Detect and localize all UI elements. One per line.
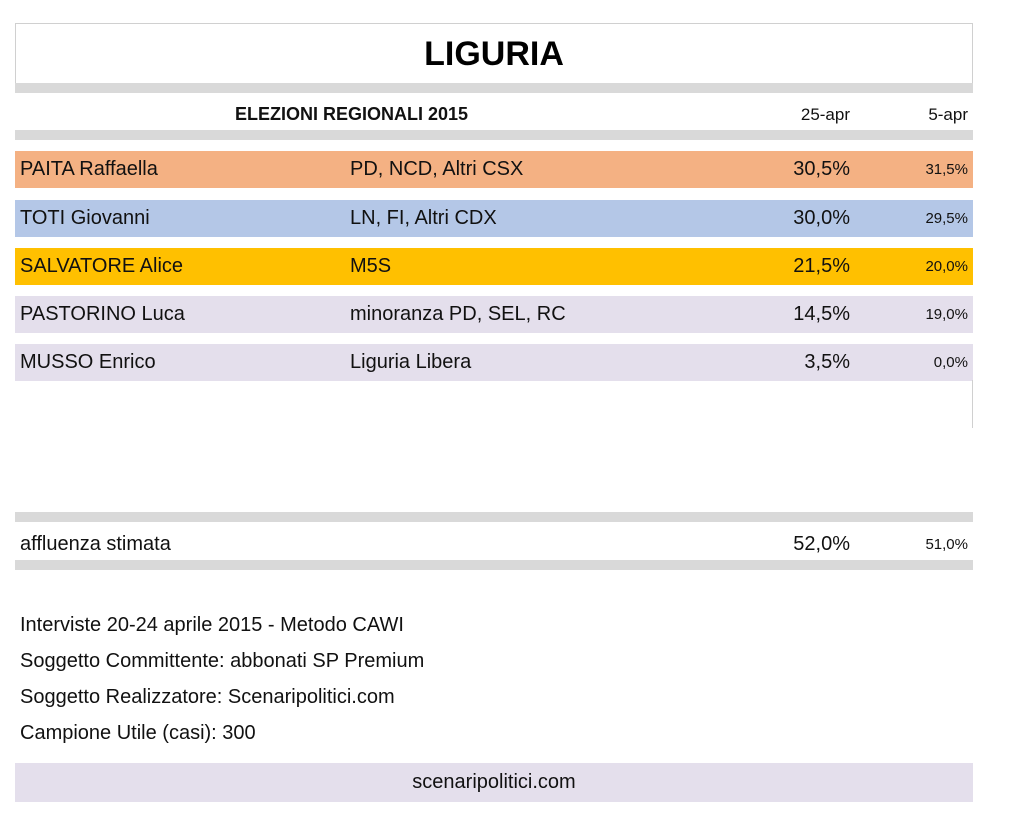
- candidate-name: PAITA Raffaella: [20, 158, 158, 180]
- separator: [15, 512, 973, 522]
- value-current: 3,5%: [804, 351, 850, 373]
- separator: [15, 560, 973, 570]
- party-list: Liguria Libera: [350, 351, 472, 373]
- title: LIGURIA: [424, 35, 564, 73]
- separator: [15, 130, 973, 140]
- value-previous: 29,5%: [925, 210, 968, 227]
- header-row: ELEZIONI REGIONALI 2015 25-apr 5-apr: [15, 96, 973, 133]
- value-previous: 19,0%: [925, 306, 968, 323]
- table-row: PASTORINO Luca minoranza PD, SEL, RC 14,5%…: [15, 296, 973, 333]
- candidate-name: PASTORINO Luca: [20, 303, 185, 325]
- note-line: Soggetto Committente: abbonati SP Premiu…: [20, 650, 425, 672]
- note-line: Interviste 20-24 aprile 2015 - Metodo CA…: [20, 614, 404, 636]
- footer-text: scenaripolitici.com: [412, 771, 576, 793]
- turnout-row: affluenza stimata 52,0% 51,0%: [15, 526, 973, 563]
- party-list: minoranza PD, SEL, RC: [350, 303, 566, 325]
- table-row: PAITA Raffaella PD, NCD, Altri CSX 30,5% 31…: [15, 151, 973, 188]
- value-current: 30,5%: [793, 158, 850, 180]
- header-date: 5-apr: [928, 105, 968, 124]
- party-list: PD, NCD, Altri CSX: [350, 158, 524, 180]
- candidate-name: SALVATORE Alice: [20, 255, 184, 277]
- candidate-name: MUSSO Enrico: [20, 351, 156, 373]
- value-previous: 20,0%: [925, 258, 968, 275]
- table-row: MUSSO Enrico Liguria Libera 3,5% 0,0%: [15, 344, 973, 381]
- turnout-value: 52,0%: [793, 533, 850, 555]
- candidate-name: TOTI Giovanni: [20, 207, 150, 229]
- value-previous: 0,0%: [933, 354, 968, 371]
- table-row: TOTI Giovanni LN, FI, Altri CDX 30,0% 29,5%: [15, 200, 973, 237]
- separator: [15, 83, 973, 93]
- turnout-label: affluenza stimata: [20, 533, 171, 555]
- turnout-value: 51,0%: [925, 536, 968, 553]
- value-current: 14,5%: [793, 303, 850, 325]
- right-border: [972, 380, 973, 428]
- table-row: SALVATORE Alice M5S 21,5% 20,0%: [15, 248, 973, 285]
- footer: [15, 763, 973, 802]
- note-line: Campione Utile (casi): 300: [20, 722, 256, 744]
- value-previous: 31,5%: [925, 161, 968, 178]
- value-current: 30,0%: [793, 207, 850, 229]
- value-current: 21,5%: [793, 255, 850, 277]
- party-list: M5S: [350, 255, 392, 277]
- title-box: [15, 23, 973, 84]
- party-list: LN, FI, Altri CDX: [350, 207, 497, 229]
- header-label: ELEZIONI REGIONALI 2015: [235, 104, 469, 124]
- note-line: Soggetto Realizzatore: Scenaripolitici.c…: [20, 686, 395, 708]
- header-date: 25-apr: [800, 105, 850, 124]
